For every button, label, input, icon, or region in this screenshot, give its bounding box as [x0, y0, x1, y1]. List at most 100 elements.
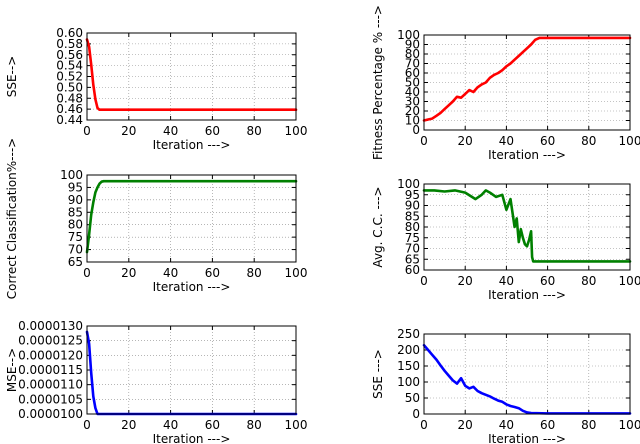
x-tick-label: 40: [499, 418, 514, 432]
y-tick-label: 0: [412, 407, 420, 421]
y-tick-label: 70: [405, 242, 420, 256]
y-tick-label: 0.46: [56, 102, 83, 116]
plot-frame: [86, 174, 297, 263]
y-axis-label: Avg. C.C. --->: [371, 186, 385, 267]
y-axis-label: MSE-->: [5, 348, 19, 392]
y-tick-label: 75: [68, 230, 83, 244]
x-axis-label: Iteration --->: [488, 432, 566, 444]
x-tick-label: 100: [619, 134, 640, 148]
x-tick-label: 60: [540, 274, 555, 288]
y-tick-label: 70: [68, 243, 83, 257]
y-tick-label: 0.56: [56, 48, 83, 62]
y-tick-label: 100: [397, 177, 420, 191]
y-tick-label: 0.54: [56, 59, 83, 73]
plot-frame: [423, 183, 631, 271]
y-tick-label: 0.0000105: [18, 392, 83, 406]
x-tick-label: 40: [499, 274, 514, 288]
y-tick-label: 250: [397, 327, 420, 341]
x-tick-label: 100: [619, 274, 640, 288]
y-tick-label: 0.0000110: [18, 378, 83, 392]
y-tick-label: 85: [405, 209, 420, 223]
y-tick-label: 80: [405, 47, 420, 61]
y-tick-label: 95: [405, 188, 420, 202]
chart-panel-2: 0 20 40 60 80 1000102030405060708090100Iterat…: [371, 5, 640, 162]
series-line-1: [422, 189, 632, 263]
x-tick-label: 60: [540, 134, 555, 148]
plot-frame: [86, 32, 297, 121]
y-tick-label: 100: [397, 28, 420, 42]
x-tick-label: 20: [121, 266, 136, 280]
chart-panel-5: 0 20 40 60 80 1000.00001000.00001050.00001100…: [5, 319, 307, 444]
y-tick-label: 0.58: [56, 37, 83, 51]
x-tick-label: 80: [581, 274, 596, 288]
y-tick-label: 0.0000120: [18, 348, 83, 362]
chart-panel-1: 0 20 40 60 80 100 0.440.460.480.500.520.540.56…: [5, 26, 307, 152]
x-tick-label: 0: [420, 274, 428, 288]
y-tick-label: 80: [405, 220, 420, 234]
y-tick-label: 0.52: [56, 70, 83, 84]
y-tick-label: 65: [405, 252, 420, 266]
y-axis-label: SSE --->: [371, 349, 385, 399]
y-tick-label: 100: [397, 375, 420, 389]
y-tick-label: 100: [60, 168, 83, 182]
y-tick-label: 75: [405, 231, 420, 245]
x-tick-label: 0: [420, 134, 428, 148]
x-axis-label: Iteration --->: [153, 138, 231, 152]
chart-panel-4: 0 20 40 60 80 1006065707580859095100Iteration…: [371, 177, 640, 302]
y-tick-label: 30: [405, 95, 420, 109]
y-axis-label: Correct Classification%--->: [5, 138, 19, 299]
y-tick-label: 85: [68, 205, 83, 219]
y-axis-label: SSE-->: [5, 56, 19, 98]
x-tick-label: 20: [121, 124, 136, 138]
x-tick-label: 20: [458, 134, 473, 148]
y-tick-label: 0: [412, 123, 420, 137]
y-tick-label: 95: [68, 180, 83, 194]
series-line-1: [85, 38, 298, 111]
y-tick-label: 0.60: [56, 26, 83, 40]
x-axis-label: Iteration --->: [488, 288, 566, 302]
y-tick-label: 0.44: [56, 113, 83, 127]
y-tick-label: 0.0000100: [18, 407, 83, 421]
x-tick-label: 100: [285, 418, 308, 432]
y-tick-label: 0.48: [56, 91, 83, 105]
y-tick-label: 150: [397, 359, 420, 373]
y-tick-label: 70: [405, 57, 420, 71]
x-tick-label: 0: [83, 418, 91, 432]
y-tick-label: 60: [405, 263, 420, 277]
y-tick-label: 0.0000115: [18, 363, 83, 377]
x-tick-label: 100: [619, 418, 640, 432]
y-tick-label: 90: [68, 193, 83, 207]
y-tick-label: 0.0000130: [18, 319, 83, 333]
x-tick-label: 20: [458, 418, 473, 432]
x-tick-label: 60: [205, 418, 220, 432]
y-tick-label: 60: [405, 66, 420, 80]
y-tick-label: 90: [405, 38, 420, 52]
series-line-1: [85, 330, 298, 416]
series-line-1: [422, 343, 632, 415]
x-tick-label: 80: [581, 134, 596, 148]
y-tick-label: 20: [405, 104, 420, 118]
y-tick-label: 200: [397, 343, 420, 357]
y-axis-label: Fitness Percentage % --->: [371, 5, 385, 160]
x-tick-label: 20: [458, 274, 473, 288]
x-axis-label: Iteration --->: [153, 280, 231, 294]
y-tick-label: 0.50: [56, 80, 83, 94]
series-line-1: [422, 36, 632, 122]
y-tick-label: 40: [405, 85, 420, 99]
series-line-1: [85, 179, 298, 254]
x-tick-label: 20: [121, 418, 136, 432]
x-axis-label: Iteration --->: [488, 148, 566, 162]
plot-frame: [423, 34, 631, 131]
x-tick-label: 40: [163, 266, 178, 280]
x-tick-label: 40: [499, 134, 514, 148]
x-tick-label: 0: [83, 124, 91, 138]
x-tick-label: 100: [285, 266, 308, 280]
y-tick-label: 0.0000125: [18, 334, 83, 348]
y-tick-label: 50: [405, 76, 420, 90]
y-tick-label: 10: [405, 114, 420, 128]
y-tick-label: 65: [68, 255, 83, 269]
y-tick-label: 90: [405, 199, 420, 213]
